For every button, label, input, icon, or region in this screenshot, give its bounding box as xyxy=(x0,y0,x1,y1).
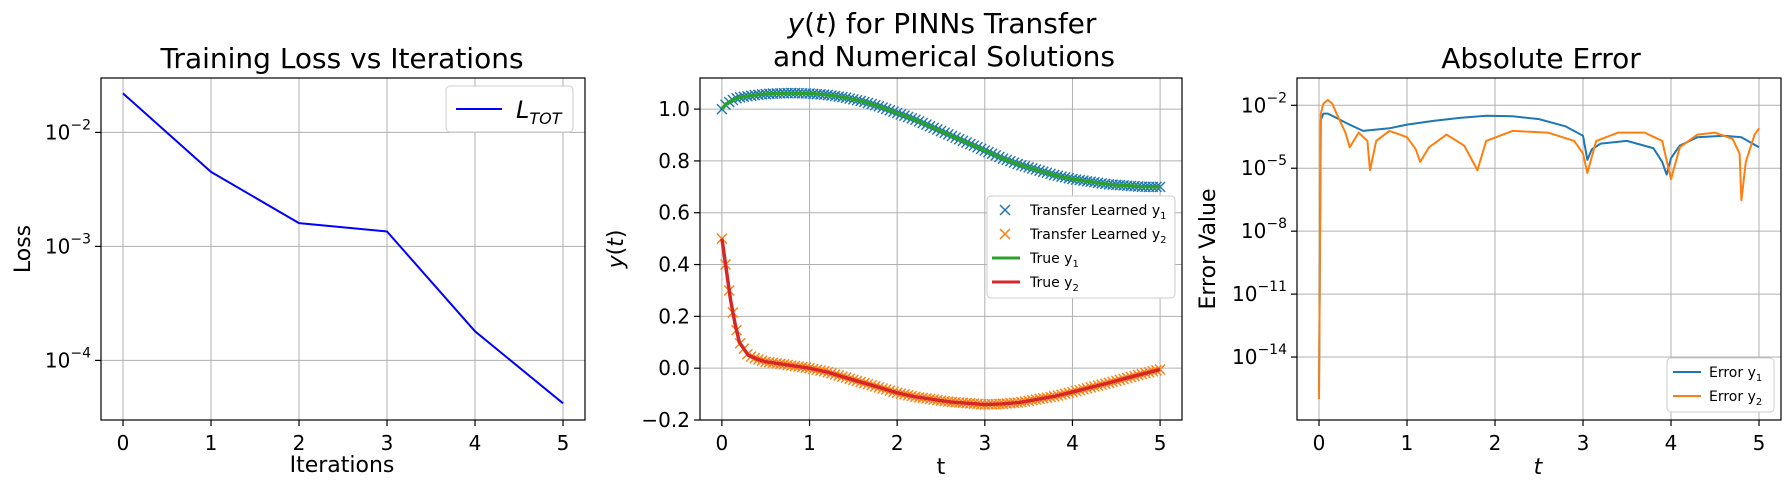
series-1-line xyxy=(1318,112,1760,393)
x-tick-label: 3 xyxy=(1577,431,1590,455)
x-tick-label: 0 xyxy=(1313,431,1326,455)
y-tick-label: 0.8 xyxy=(658,149,690,173)
legend-label: Transfer Learned y1 xyxy=(1029,203,1166,222)
y-tick-label: 1.0 xyxy=(658,97,690,121)
y-tick-label: 10−2 xyxy=(45,117,91,144)
plot-frame xyxy=(100,77,586,421)
x-axis-label: t xyxy=(937,455,946,480)
series-2-line xyxy=(1318,98,1760,400)
x-axis-label: Iterations xyxy=(290,453,395,478)
panel-absolute-error: Absolute Error 0 1 2 3 4 5 10−14 10−11 10−8 10−5 1… xyxy=(1196,42,1782,480)
x-tick-label: 1 xyxy=(803,431,816,455)
x-tick-label: 1 xyxy=(205,431,218,455)
x-tick-label: 4 xyxy=(1066,431,1079,455)
y-tick-label: −0.2 xyxy=(641,408,690,432)
x-tick-label: 5 xyxy=(1753,431,1766,455)
y-tick-label: 0.4 xyxy=(658,253,690,277)
series-4-line xyxy=(720,238,1161,407)
x-axis-label: t xyxy=(1534,455,1544,480)
x-tick-label: 3 xyxy=(978,431,991,455)
x-tick-label: 3 xyxy=(381,431,394,455)
legend-label: Transfer Learned y2 xyxy=(1029,227,1166,246)
legend: Error y1 Error y2 xyxy=(1666,357,1775,413)
legend: Transfer Learned y1 Transfer Learned y2 … xyxy=(986,195,1176,299)
series-1-line xyxy=(122,92,564,405)
legend-label: LTOT xyxy=(516,96,563,128)
y-tick-label: 10−2 xyxy=(1241,90,1287,117)
y-tick-label: 0.0 xyxy=(658,356,690,380)
legend-marker-y1 xyxy=(999,204,1011,216)
x-tick-label: 4 xyxy=(1665,431,1678,455)
plot-frame xyxy=(699,77,1183,421)
chart-title-loss: Training Loss vs Iterations xyxy=(159,42,523,75)
chart-title-line1: y(t) for PINNs Transfer xyxy=(787,7,1097,40)
y-tick-label: 10−5 xyxy=(1241,153,1287,180)
plot-frame xyxy=(1296,77,1782,421)
x-tick-label: 5 xyxy=(557,431,570,455)
chart-title-error: Absolute Error xyxy=(1441,42,1641,75)
y-tick-label: 10−3 xyxy=(45,231,91,258)
x-tick-label: 2 xyxy=(293,431,306,455)
y-tick-label: 10−8 xyxy=(1241,216,1287,243)
y-tick-label: 10−11 xyxy=(1232,279,1287,306)
y-tick-label: 10−4 xyxy=(45,345,91,372)
panel-training-loss: Training Loss vs Iterations 0 1 2 3 4 5 10−4 10… xyxy=(11,42,586,478)
y-axis-label: y(t) xyxy=(604,230,629,270)
x-tick-label: 4 xyxy=(469,431,482,455)
chart-title-line2: and Numerical Solutions xyxy=(773,40,1115,73)
series-1-markers xyxy=(716,87,1166,193)
x-tick-label: 5 xyxy=(1154,431,1167,455)
series-3-line xyxy=(720,91,1161,189)
y-tick-label: 0.6 xyxy=(658,201,690,225)
legend: LTOT xyxy=(445,85,574,133)
legend-label: Error y2 xyxy=(1709,389,1762,408)
y-axis-label: Loss xyxy=(11,225,36,273)
x-tick-label: 0 xyxy=(716,431,729,455)
x-tick-label: 0 xyxy=(117,431,130,455)
panel-yt-solutions: y(t) for PINNs Transfer and Numerical So… xyxy=(604,7,1183,480)
x-tick-label: 2 xyxy=(1489,431,1502,455)
x-tick-label: 1 xyxy=(1401,431,1414,455)
x-tick-label: 2 xyxy=(891,431,904,455)
y-tick-label: 10−14 xyxy=(1232,342,1287,369)
legend-label: Error y1 xyxy=(1709,365,1762,384)
y-tick-label: 0.2 xyxy=(658,304,690,328)
legend-label: True y1 xyxy=(1029,251,1079,270)
y-axis-label: Error Value xyxy=(1196,188,1221,309)
legend-marker-y2 xyxy=(999,228,1011,240)
legend-label: True y2 xyxy=(1029,275,1079,294)
